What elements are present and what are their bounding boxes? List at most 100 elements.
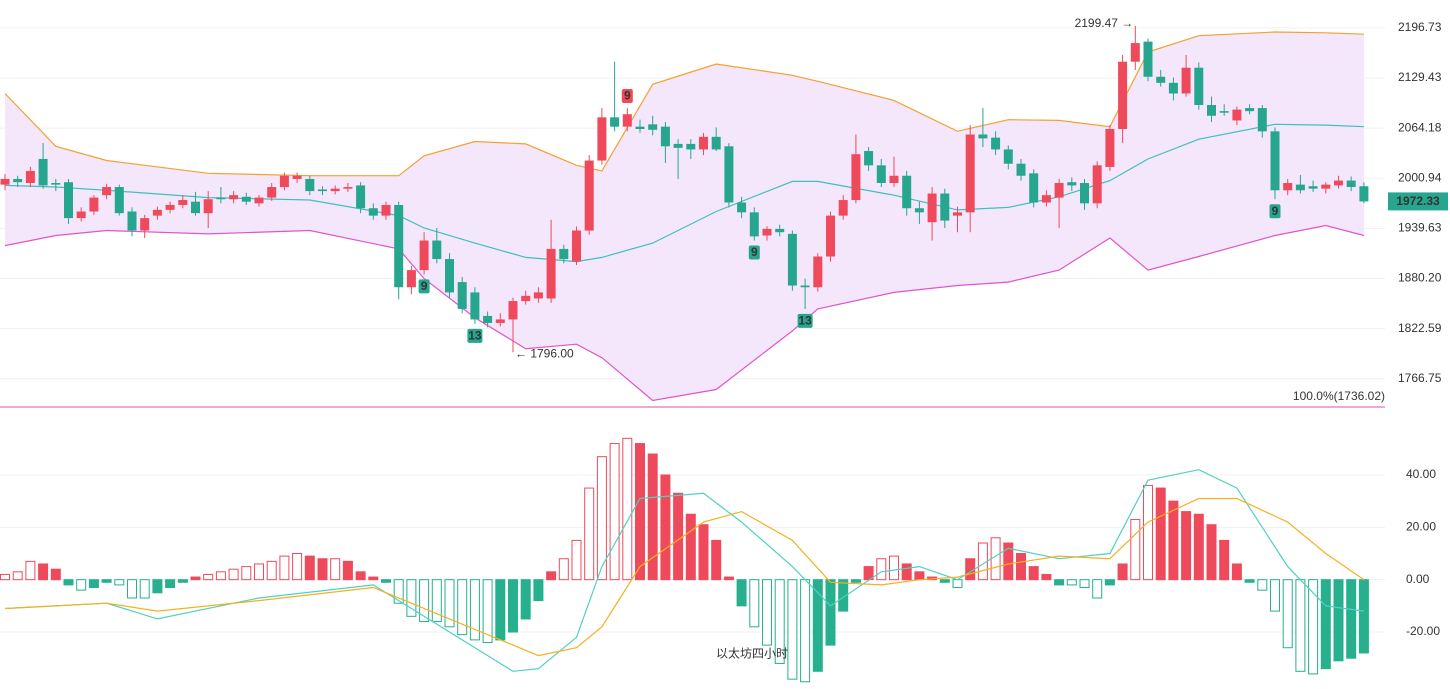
macd-bar: [25, 560, 36, 581]
band-line: [4, 123, 1364, 263]
candle-body: [89, 197, 99, 212]
macd-bar: [660, 474, 671, 581]
y-tick-label: 40.00: [1406, 467, 1436, 481]
macd-bar: [1282, 579, 1293, 649]
candle-body: [1257, 108, 1267, 132]
macd-bar: [50, 568, 61, 581]
macd-bar: [812, 579, 823, 672]
candle-body: [889, 175, 899, 183]
macd-bar: [317, 558, 328, 581]
macd-bar: [533, 579, 544, 602]
macd-bar: [546, 571, 557, 581]
macd-bar: [0, 573, 10, 581]
candle-body: [254, 197, 264, 204]
candle-body: [813, 256, 823, 288]
macd-bar: [139, 579, 150, 599]
candle-body: [648, 124, 658, 130]
y-tick-label: 2000.94: [1398, 170, 1442, 184]
macd-bar: [292, 553, 303, 581]
macd-bar: [838, 579, 849, 612]
y-tick-label: 2129.43: [1398, 70, 1442, 84]
candle-body: [533, 292, 543, 299]
macd-bar: [12, 571, 23, 581]
candle-body: [826, 215, 835, 257]
candle-body: [965, 134, 975, 213]
macd-bar: [609, 443, 620, 581]
macd-bar: [635, 443, 645, 581]
macd-bar: [1181, 511, 1192, 581]
candle-body: [457, 282, 467, 309]
candle-body: [1346, 180, 1356, 188]
td-badge: [467, 328, 483, 343]
macd-bar: [1206, 524, 1217, 581]
candle-body: [64, 182, 73, 219]
candle-body: [178, 200, 188, 205]
y-tick-label: 20.00: [1406, 519, 1436, 533]
macd-bar: [241, 566, 252, 581]
candle-body: [140, 218, 150, 231]
watermark: 以太坊四小时: [716, 646, 788, 661]
candle-body: [711, 136, 721, 150]
y-tick-label: 1822.59: [1398, 321, 1442, 335]
candle-body: [470, 292, 480, 320]
y-tick-label: 2064.18: [1398, 120, 1442, 134]
candle-body: [775, 228, 785, 233]
candle-body: [102, 187, 112, 196]
y-tick-label: 1939.63: [1398, 221, 1442, 235]
macd-bar: [114, 579, 125, 586]
macd-bar: [952, 579, 963, 589]
macd-bar: [393, 579, 404, 604]
last-price-label: 1972.33: [1396, 194, 1440, 208]
candle-body: [419, 240, 429, 271]
candle-body: [622, 114, 632, 127]
macd-bar: [228, 568, 239, 581]
macd-bar: [1244, 579, 1255, 583]
candle-body: [1334, 180, 1343, 186]
macd-bar: [558, 558, 569, 581]
baseline-label: 100.0%(1736.02): [1293, 389, 1385, 403]
macd-bar: [355, 571, 366, 581]
candle-body: [406, 270, 416, 288]
macd-bar: [63, 579, 74, 586]
macd-bar: [584, 487, 595, 581]
macd-bar: [457, 579, 468, 636]
macd-bar: [215, 571, 226, 581]
candle-body: [787, 233, 797, 286]
macd-bar: [304, 555, 315, 581]
candle-body: [1283, 182, 1293, 191]
macd-bar: [1104, 579, 1115, 586]
macd-bar: [647, 453, 658, 581]
candle-body: [381, 204, 391, 216]
candle-body: [51, 182, 61, 185]
candle-body: [762, 228, 772, 236]
macd-line: [4, 469, 1364, 672]
macd-bar: [101, 579, 112, 583]
candle-body: [597, 117, 607, 161]
macd-bar: [698, 524, 709, 581]
candle-body: [495, 319, 505, 323]
candle-body: [1092, 165, 1102, 204]
candle-body: [699, 136, 708, 150]
macd-bar: [901, 563, 912, 581]
candle-body: [432, 240, 442, 260]
macd-bar: [736, 579, 747, 607]
macd-bar: [342, 560, 353, 581]
macd-bar: [787, 579, 798, 680]
macd-bar: [685, 513, 696, 581]
candle-body: [610, 117, 620, 127]
td-label: 13: [798, 314, 812, 328]
macd-bar: [774, 579, 785, 664]
macd-bar: [723, 576, 734, 581]
candle-body: [1194, 67, 1204, 105]
macd-bar: [1092, 579, 1103, 599]
macd-bar: [1168, 500, 1179, 581]
candle-body: [1016, 163, 1026, 176]
price-annotation: 2199.47 →: [1075, 16, 1134, 30]
candle-body: [1067, 182, 1077, 186]
candle-body: [1232, 109, 1242, 121]
candle-body: [978, 134, 988, 139]
macd-bar: [406, 579, 417, 617]
candle-body: [445, 259, 454, 293]
band-line: [4, 224, 1365, 402]
